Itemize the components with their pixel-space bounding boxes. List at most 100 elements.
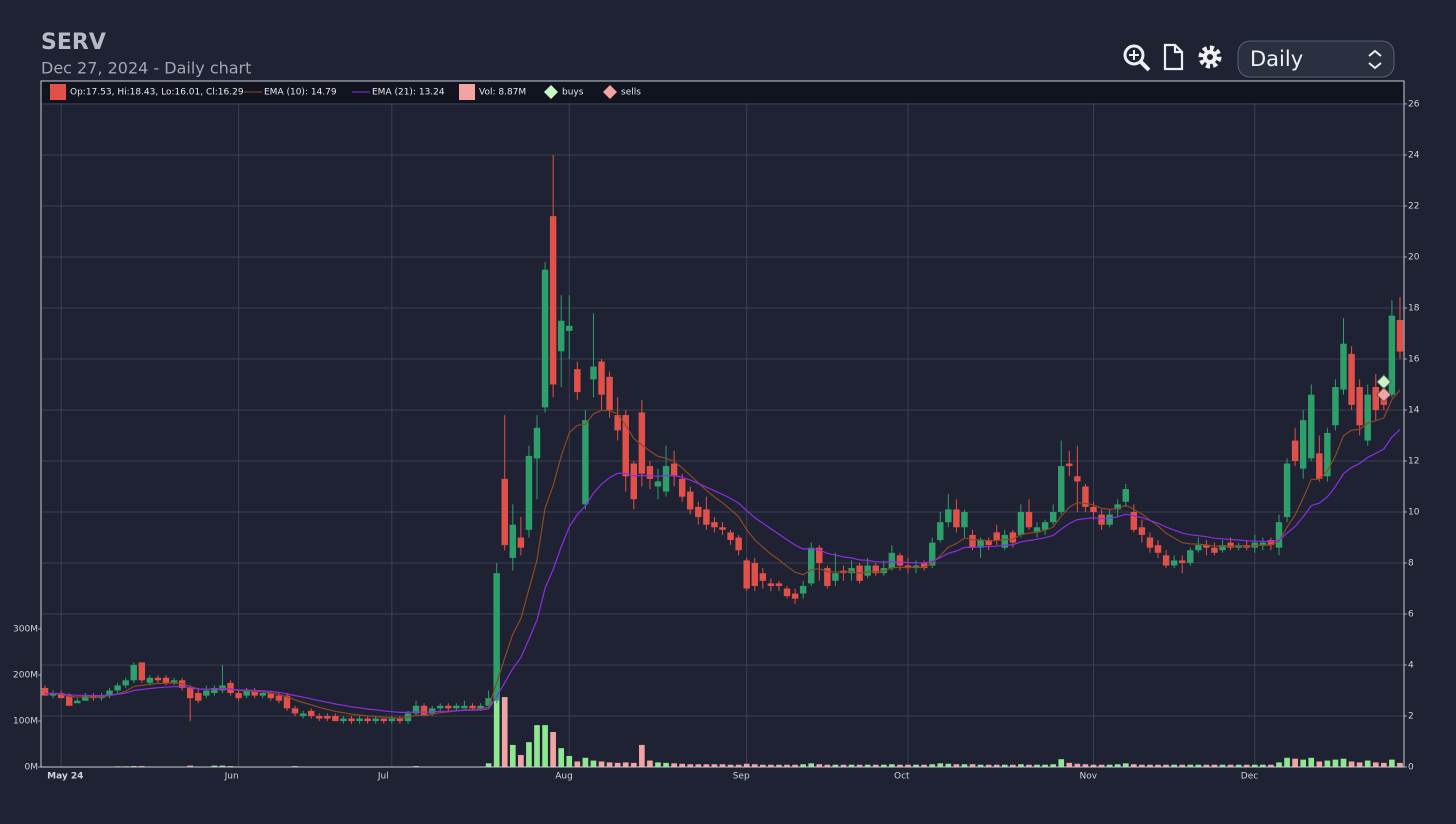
candle-body (1098, 514, 1105, 525)
volume-bar (1098, 764, 1105, 767)
volume-bar (993, 764, 1000, 767)
volume-bar (776, 764, 782, 767)
y-tick-label: 6 (1408, 609, 1414, 619)
volume-bar (1251, 764, 1258, 767)
candle-body (1058, 466, 1065, 512)
candle-body (654, 481, 662, 487)
volume-bar (832, 764, 839, 767)
volume-bar (808, 763, 815, 767)
candle-body (1090, 506, 1097, 512)
interval-select[interactable]: Daily (1237, 40, 1395, 78)
candle-body (969, 534, 976, 548)
candle-body (832, 573, 839, 581)
candle-body (291, 708, 299, 714)
candle-body (574, 369, 581, 393)
volume-bar (590, 760, 597, 767)
legend-label: EMA (10): 14.79 (264, 88, 337, 98)
settings-button[interactable] (1198, 45, 1222, 69)
candle-body (1082, 486, 1089, 507)
candle-body (186, 687, 194, 699)
candle-body (1178, 560, 1186, 563)
candle-body (428, 708, 436, 714)
volume-bar (501, 697, 508, 767)
volume-bar (1010, 764, 1016, 767)
candle-body (896, 555, 904, 566)
volume-bar (1211, 764, 1218, 767)
candle-body (1049, 511, 1057, 523)
candle-body (146, 677, 154, 683)
volume-bar (1219, 764, 1226, 767)
candle-body (695, 506, 702, 518)
candle-body (380, 718, 387, 722)
candle-body (170, 680, 178, 683)
volume-bar (913, 764, 919, 767)
y-tick-label: 26 (1408, 99, 1420, 109)
candle-body (848, 568, 855, 574)
candle-body (1332, 387, 1339, 426)
candle-body (945, 509, 952, 523)
volume-bar (929, 764, 936, 767)
candle-body (566, 325, 573, 331)
candle-body (791, 593, 799, 599)
volume-bar (1308, 757, 1315, 767)
candle-body (662, 466, 670, 492)
volume-bar (1332, 759, 1339, 767)
export-button[interactable] (1163, 43, 1184, 71)
candle-body (227, 682, 234, 694)
legend-swatch (459, 84, 475, 100)
candle-body (259, 693, 267, 696)
candle-body (1001, 534, 1009, 548)
candle-body (332, 715, 339, 722)
volume-bar (1106, 764, 1113, 767)
volume-bar (639, 744, 645, 767)
candle-body (1025, 511, 1033, 528)
candle-body (469, 705, 476, 709)
volume-bar (1179, 764, 1186, 767)
candle-body (1283, 463, 1291, 518)
volume-bar (1243, 764, 1250, 767)
candle-body (1170, 560, 1178, 566)
candle-body (678, 478, 686, 497)
y2-tick-label: 100M (13, 716, 38, 726)
candle-body (670, 463, 678, 477)
volume-bar (1042, 764, 1048, 767)
candle-body (1211, 547, 1218, 553)
candle-body (211, 687, 218, 694)
volume-bar (969, 764, 976, 767)
candle-body (1017, 511, 1025, 535)
volume-bar (1026, 764, 1032, 767)
volume-bar (800, 764, 806, 767)
candle-body (1138, 527, 1146, 535)
y2-tick-label: 200M (13, 670, 38, 680)
candle-body (356, 718, 363, 722)
volume-bar (695, 764, 702, 767)
volume-bar (1348, 761, 1355, 767)
candle-body (759, 573, 767, 581)
volume-bar (1195, 764, 1202, 767)
candle-body (1195, 545, 1202, 551)
ema-line (45, 389, 1401, 719)
y-tick-label: 14 (1408, 405, 1420, 415)
y-tick-label: 22 (1408, 201, 1419, 211)
candle-body (606, 376, 613, 410)
candle-body (824, 568, 831, 586)
zoom-button[interactable] (1123, 44, 1151, 72)
volume-bar (687, 764, 694, 767)
candle-body (1154, 545, 1162, 553)
candle-body (1106, 514, 1113, 525)
candle-body (372, 718, 379, 722)
candle-body (582, 420, 589, 505)
candle-body (1388, 315, 1396, 395)
candle-body (1299, 420, 1307, 469)
candle-body (953, 509, 960, 528)
volume-bar (526, 742, 532, 767)
candle-body (614, 415, 621, 431)
plot-frame (40, 80, 1405, 768)
candle-body (993, 532, 1000, 541)
candle-body (703, 509, 710, 525)
y2-tick-label: 0M (25, 763, 39, 773)
candle-body (1009, 532, 1017, 543)
candle-body (1291, 440, 1299, 461)
volume-bar (816, 764, 823, 767)
candle-body (687, 491, 694, 510)
